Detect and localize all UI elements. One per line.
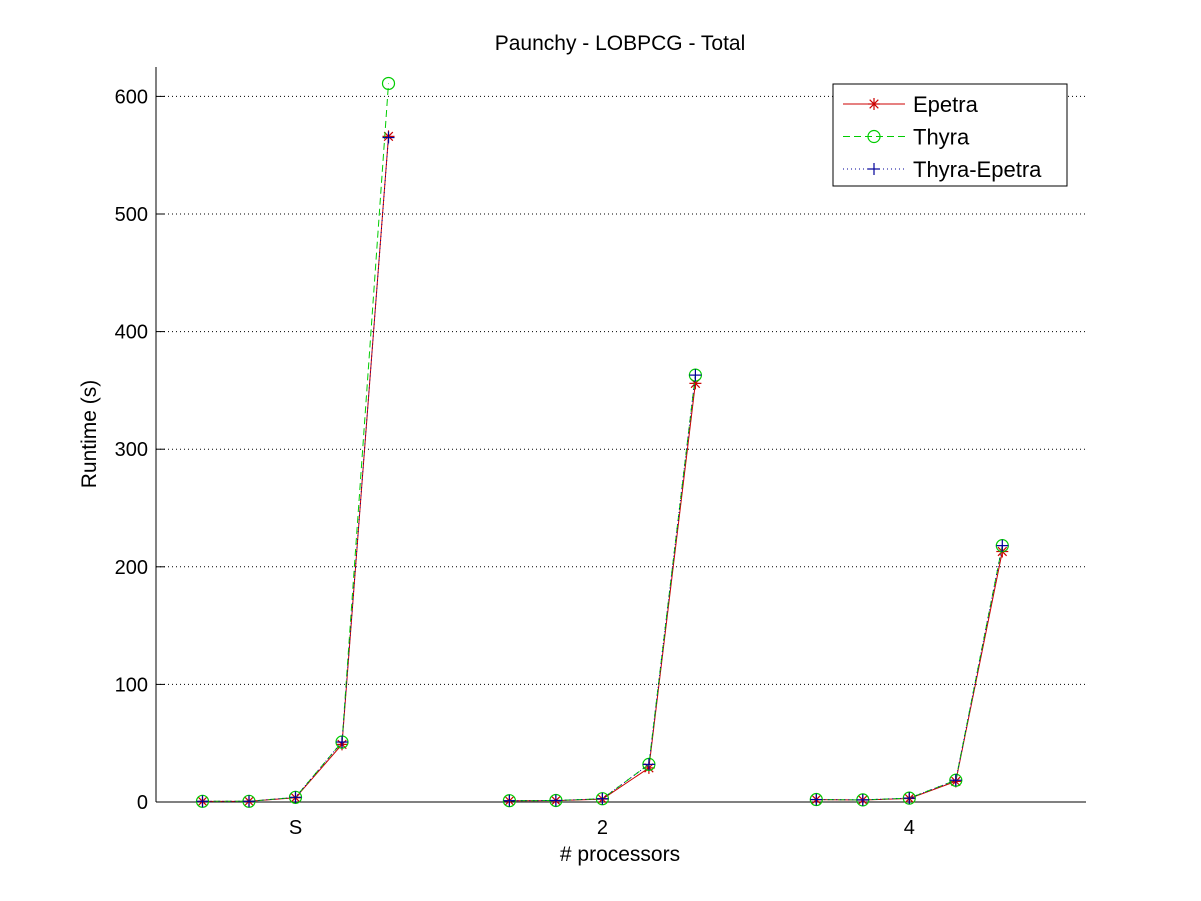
y-tick-label: 200 — [115, 557, 148, 579]
data-point — [903, 792, 916, 805]
y-tick-label: 300 — [115, 439, 148, 461]
y-tick-label: 100 — [115, 674, 148, 696]
data-point — [336, 736, 348, 749]
y-tick-label: 600 — [115, 86, 148, 108]
data-point — [289, 791, 302, 804]
data-point — [596, 792, 609, 805]
y-tick-label: 0 — [137, 792, 148, 814]
y-tick-label: 400 — [115, 322, 148, 344]
x-tick-label: 4 — [904, 817, 915, 839]
legend-label: Thyra — [913, 125, 970, 150]
legend: Epetra Thyra Thyra-Epetra — [832, 83, 1068, 187]
data-point — [856, 793, 869, 806]
legend-label: Epetra — [913, 92, 979, 117]
grid-layer — [156, 95, 1086, 685]
data-point — [243, 795, 255, 808]
y-tick-label: 500 — [115, 204, 148, 226]
series-layer — [195, 76, 1009, 808]
x-tick-label: 2 — [597, 817, 608, 839]
chart-title: Paunchy - LOBPCG - Total — [495, 32, 746, 55]
data-point — [689, 369, 702, 382]
legend-marker — [868, 98, 880, 110]
legend-marker — [867, 129, 881, 144]
data-point — [642, 758, 655, 771]
legend-label: Thyra-Epetra — [913, 157, 1042, 182]
data-point — [949, 774, 962, 787]
data-point — [381, 76, 396, 91]
legend-marker — [868, 163, 880, 175]
series-thyra-epetra — [196, 131, 1009, 808]
data-point — [810, 793, 823, 806]
axes-layer: 0 100 200 300 400 500 600 S 2 4 — [115, 67, 1086, 839]
data-point — [549, 794, 562, 807]
data-point — [382, 131, 395, 144]
y-axis-label: Runtime (s) — [78, 380, 101, 489]
x-axis-label: # processors — [560, 843, 680, 866]
x-tick-label: S — [289, 817, 302, 839]
data-point — [196, 795, 209, 808]
data-point — [996, 539, 1009, 552]
data-point — [503, 794, 516, 807]
